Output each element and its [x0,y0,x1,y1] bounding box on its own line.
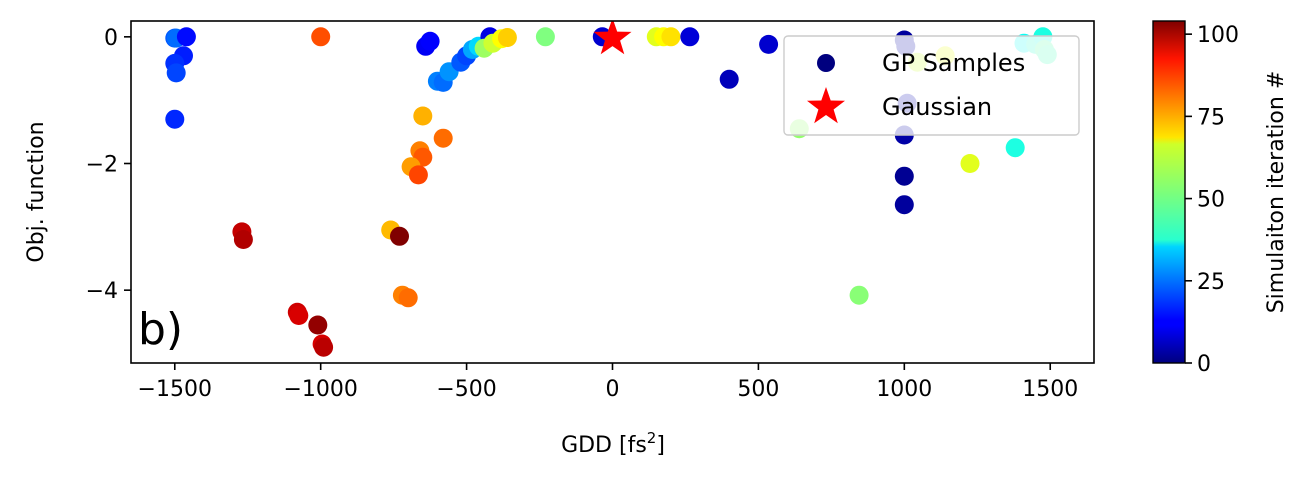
legend-marker-gp-samples [817,54,835,72]
x-tick-label: −1500 [138,377,212,402]
y-tick-label: −2 [86,153,118,178]
colorbar-tick-label: 25 [1197,270,1225,295]
y-tick-label: 0 [104,26,118,51]
colorbar: 0 25 50 75 100 [1152,20,1239,377]
gp-sample-point [165,109,185,129]
legend: GP Samples Gaussian [783,35,1080,136]
gp-sample-point [408,165,428,185]
gp-sample-point [894,166,914,186]
gp-sample-point [960,154,980,173]
y-axis: 0 −2 −4 [86,26,131,304]
gp-sample-point [894,195,914,215]
gp-sample-point [661,27,681,47]
x-tick-label: 500 [737,377,779,402]
gp-sample-point [420,31,440,51]
gp-sample-point [308,315,328,335]
y-axis-label: Obj. function [24,121,49,262]
x-axis: −1500 −1000 −500 0 500 1000 1500 [138,363,1078,402]
legend-label-gp-samples: GP Samples [882,49,1025,77]
gp-sample-point [849,285,869,305]
panel-label: b) [138,304,183,355]
x-axis-label: GDD [fs2] [561,429,665,458]
x-axis-label-end: ] [656,433,665,458]
gp-sample-point [433,128,453,148]
colorbar-tick-label: 100 [1197,23,1239,48]
gp-sample-point [314,337,334,357]
gp-sample-point [166,63,186,83]
gp-sample-point [233,230,253,249]
gp-sample-point [176,27,196,47]
gp-sample-point [719,69,739,89]
gp-sample-point [398,288,418,308]
colorbar-gradient [1152,20,1186,364]
gp-sample-point [289,306,309,325]
x-tick-label: 0 [606,377,620,402]
colorbar-tick-label: 75 [1197,105,1225,130]
x-axis-label-superscript: 2 [647,429,657,447]
colorbar-tick-label: 0 [1197,352,1211,377]
legend-box [783,35,1080,136]
x-axis-label-main: GDD [fs [561,433,647,458]
colorbar-tick-label: 50 [1197,188,1225,213]
gp-sample-point [535,27,555,47]
legend-label-gaussian: Gaussian [882,93,992,121]
gp-sample-point [311,27,331,47]
x-tick-label: −500 [436,377,496,402]
gp-sample-point [1005,138,1025,158]
gaussian-point [593,21,632,55]
gp-sample-point [390,226,409,246]
x-tick-label: −1000 [283,377,357,402]
y-tick-label: −4 [86,279,118,304]
gp-sample-point [680,27,700,47]
x-tick-label: 1500 [1022,377,1078,402]
gp-sample-point [413,106,433,126]
x-tick-label: 1000 [876,377,932,402]
gp-sample-point [759,34,779,54]
gp-sample-point [497,28,517,47]
colorbar-label: Simulaiton iteration # [1264,71,1289,314]
legend-marker-gaussian [807,87,845,124]
